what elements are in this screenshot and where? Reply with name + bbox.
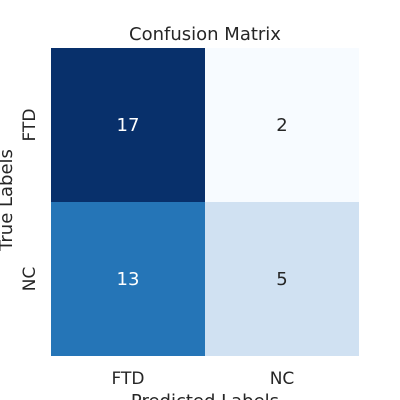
y-axis-label: True Labels	[0, 149, 17, 252]
heatmap-cell-0-1	[205, 48, 359, 202]
y-tick-labels: FTD NC	[20, 109, 40, 292]
heatmap-cells: 17 2 13 5	[51, 48, 359, 356]
heatmap-cell-1-0	[51, 202, 205, 356]
x-tick-label-0: FTD	[112, 369, 145, 389]
cell-value-label-0-0: 17	[117, 115, 140, 136]
y-tick-label-0: FTD	[20, 109, 40, 142]
cell-value-label-1-0: 13	[117, 269, 140, 290]
y-tick-label-1: NC	[20, 267, 40, 292]
cell-value-label-0-1: 2	[276, 115, 287, 136]
x-axis-label: Predicted Labels	[131, 391, 279, 400]
cell-value-label-1-1: 5	[276, 269, 287, 290]
x-tick-labels: FTD NC	[112, 369, 295, 389]
x-tick-label-1: NC	[270, 369, 295, 389]
heatmap-cell-1-1	[205, 202, 359, 356]
chart-title: Confusion Matrix	[129, 24, 281, 45]
heatmap-cell-0-0	[51, 48, 205, 202]
